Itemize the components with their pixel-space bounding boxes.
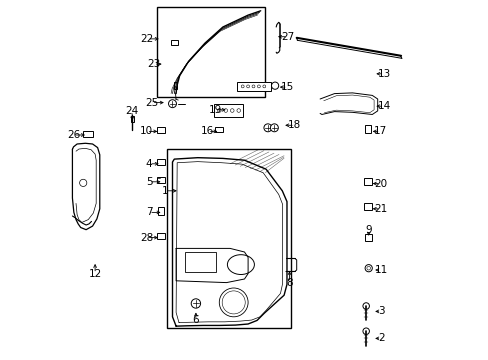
Text: 26: 26 bbox=[67, 130, 80, 140]
Text: 20: 20 bbox=[373, 179, 386, 189]
Circle shape bbox=[270, 124, 278, 132]
Circle shape bbox=[168, 100, 176, 108]
Bar bbox=[173, 82, 177, 89]
Text: 3: 3 bbox=[377, 306, 384, 316]
Text: 11: 11 bbox=[374, 265, 387, 275]
Bar bbox=[158, 207, 164, 215]
Text: 2: 2 bbox=[377, 333, 384, 343]
Bar bbox=[157, 177, 164, 183]
Circle shape bbox=[362, 328, 368, 334]
Circle shape bbox=[264, 124, 271, 132]
Circle shape bbox=[224, 109, 227, 112]
Text: 18: 18 bbox=[288, 120, 301, 130]
Bar bbox=[365, 234, 371, 241]
Text: 8: 8 bbox=[285, 278, 292, 288]
Text: 12: 12 bbox=[88, 269, 102, 279]
Text: 7: 7 bbox=[145, 207, 152, 217]
Circle shape bbox=[246, 85, 249, 88]
Circle shape bbox=[366, 266, 370, 270]
Bar bbox=[185, 252, 215, 272]
Circle shape bbox=[362, 303, 368, 309]
Text: 17: 17 bbox=[373, 126, 386, 136]
Text: 14: 14 bbox=[377, 101, 390, 111]
Bar bbox=[157, 159, 164, 165]
Circle shape bbox=[230, 109, 234, 112]
Text: 25: 25 bbox=[145, 98, 158, 108]
Circle shape bbox=[237, 109, 240, 112]
Circle shape bbox=[241, 85, 244, 88]
Bar bbox=[214, 127, 222, 132]
Circle shape bbox=[80, 179, 87, 186]
Circle shape bbox=[365, 265, 371, 272]
Text: 15: 15 bbox=[281, 82, 294, 92]
Circle shape bbox=[271, 82, 278, 89]
Circle shape bbox=[251, 85, 254, 88]
Bar bbox=[237, 82, 271, 91]
Bar bbox=[82, 131, 93, 137]
Text: 27: 27 bbox=[281, 32, 294, 42]
Circle shape bbox=[191, 299, 200, 308]
Text: 1: 1 bbox=[162, 186, 168, 196]
Bar bbox=[213, 104, 242, 117]
Bar bbox=[167, 149, 291, 328]
Bar bbox=[157, 7, 265, 97]
Text: 24: 24 bbox=[125, 106, 139, 116]
Circle shape bbox=[222, 291, 244, 314]
Circle shape bbox=[257, 85, 260, 88]
Ellipse shape bbox=[227, 255, 254, 275]
Bar bbox=[130, 116, 134, 122]
Text: 10: 10 bbox=[140, 126, 153, 136]
Bar bbox=[365, 125, 370, 133]
Text: 5: 5 bbox=[145, 177, 152, 187]
Text: 6: 6 bbox=[192, 315, 199, 325]
Text: 22: 22 bbox=[141, 34, 154, 44]
Circle shape bbox=[219, 288, 247, 317]
Text: 4: 4 bbox=[145, 159, 152, 169]
Text: 19: 19 bbox=[208, 105, 221, 115]
Circle shape bbox=[263, 85, 265, 88]
Text: 21: 21 bbox=[373, 204, 386, 214]
Bar bbox=[157, 127, 164, 133]
Bar bbox=[157, 233, 164, 239]
Bar bbox=[363, 203, 371, 210]
Bar bbox=[171, 40, 177, 45]
Circle shape bbox=[217, 109, 221, 112]
Bar bbox=[363, 178, 371, 185]
Text: 13: 13 bbox=[377, 69, 390, 79]
Text: 16: 16 bbox=[201, 126, 214, 136]
Text: 9: 9 bbox=[365, 225, 371, 235]
Text: 23: 23 bbox=[147, 59, 160, 69]
Text: 28: 28 bbox=[140, 233, 153, 243]
